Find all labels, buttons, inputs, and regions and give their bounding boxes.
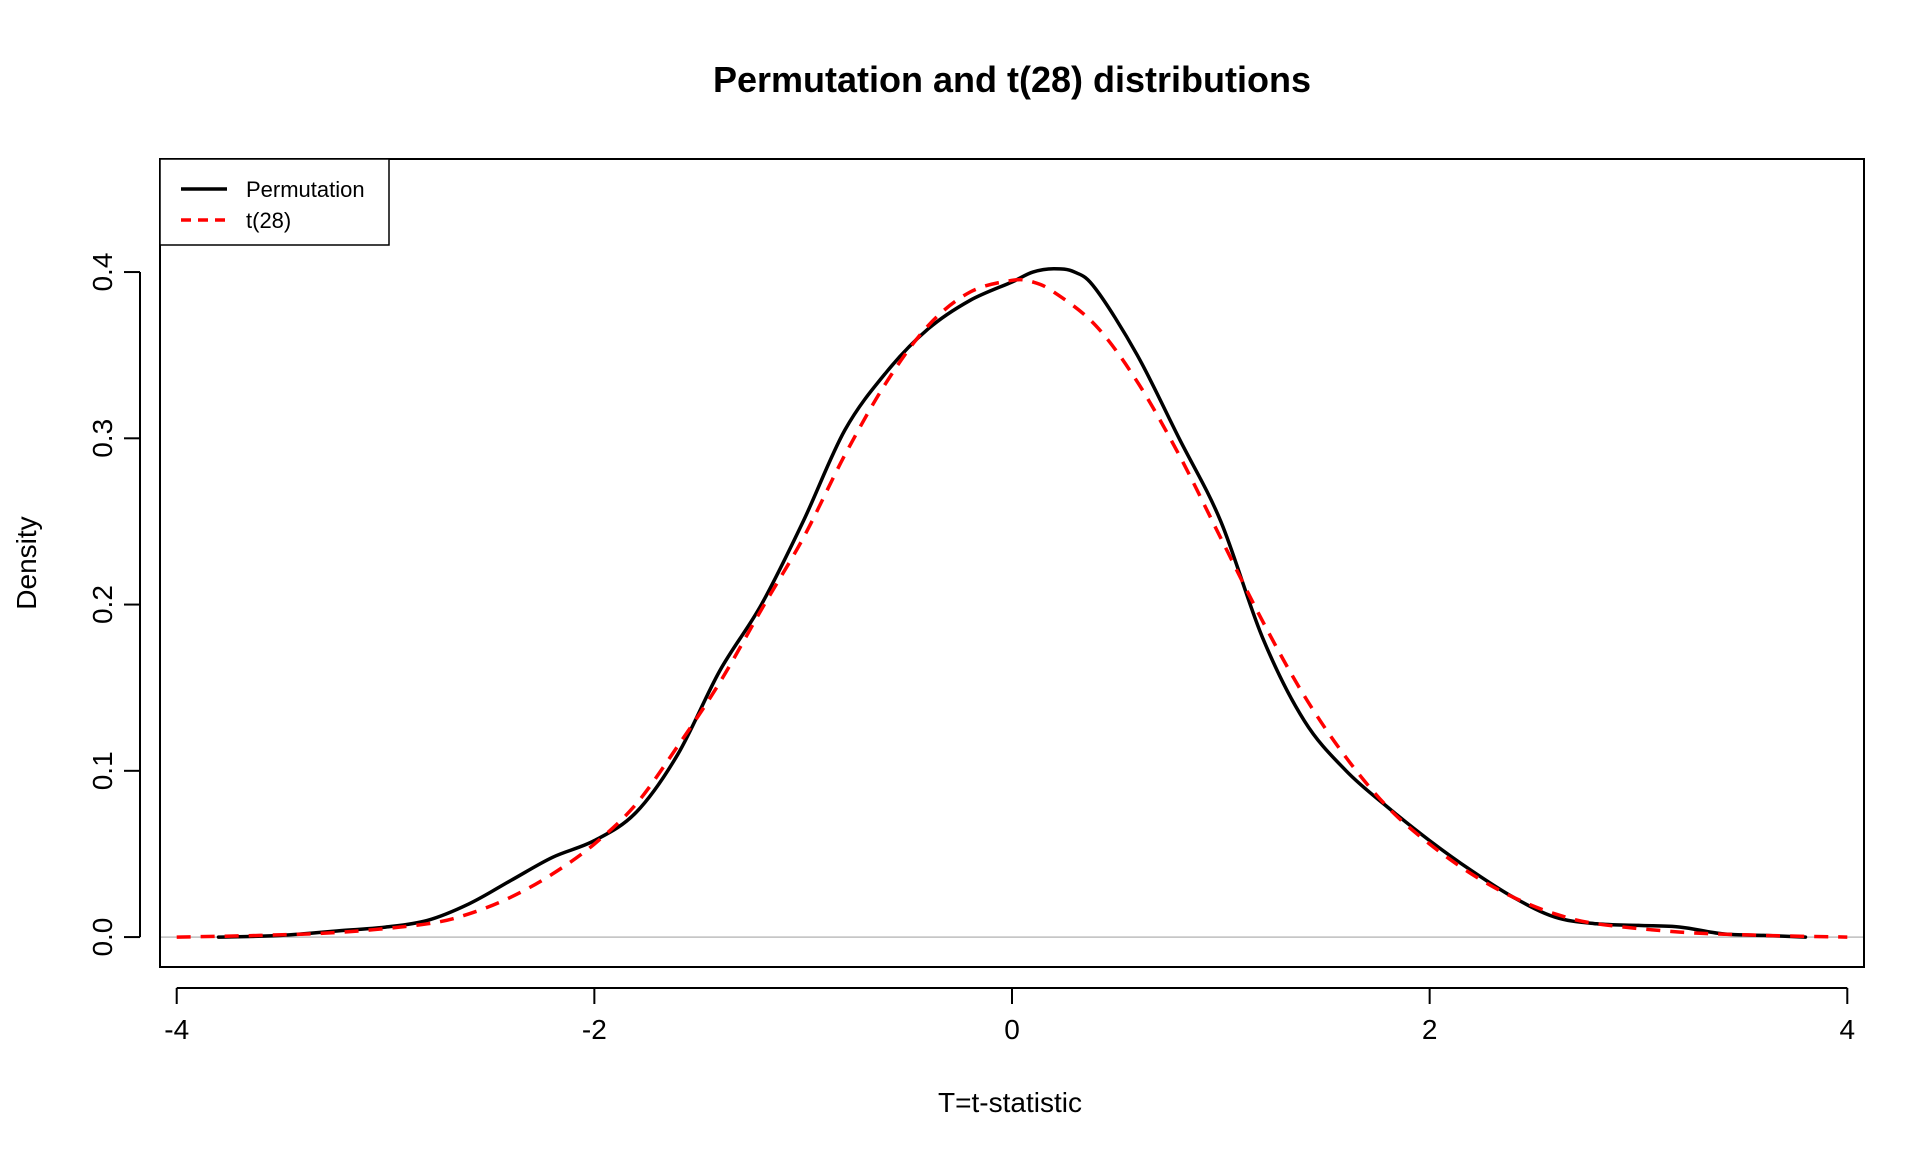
x-tick-label: 2 <box>1422 1014 1438 1045</box>
x-axis-label: T=t-statistic <box>938 1087 1082 1118</box>
legend-label-t28: t(28) <box>246 208 291 233</box>
legend: Permutation t(28) <box>159 158 390 246</box>
x-axis: -4 -2 0 2 4 <box>164 987 1856 1045</box>
y-tick-label: 0.3 <box>87 419 118 458</box>
y-axis: 0.0 0.1 0.2 0.3 0.4 <box>87 253 141 957</box>
series-line-t-28 <box>176 277 1848 939</box>
x-tick-label: 4 <box>1840 1014 1856 1045</box>
chart-title: Permutation and t(28) distributions <box>713 59 1311 100</box>
y-axis-label: Density <box>11 516 42 609</box>
plot-frame <box>159 158 1865 968</box>
y-tick-label: 0.2 <box>87 585 118 624</box>
y-tick-label: 0.4 <box>87 253 118 292</box>
plot-lines <box>161 266 1863 939</box>
x-tick-label: -2 <box>582 1014 607 1045</box>
y-tick-label: 0.1 <box>87 751 118 790</box>
x-tick-label: -4 <box>164 1014 189 1045</box>
legend-box <box>159 158 390 246</box>
series-line-permutation <box>216 266 1808 939</box>
x-tick-label: 0 <box>1004 1014 1020 1045</box>
y-tick-label: 0.0 <box>87 918 118 957</box>
legend-label-permutation: Permutation <box>246 177 365 202</box>
